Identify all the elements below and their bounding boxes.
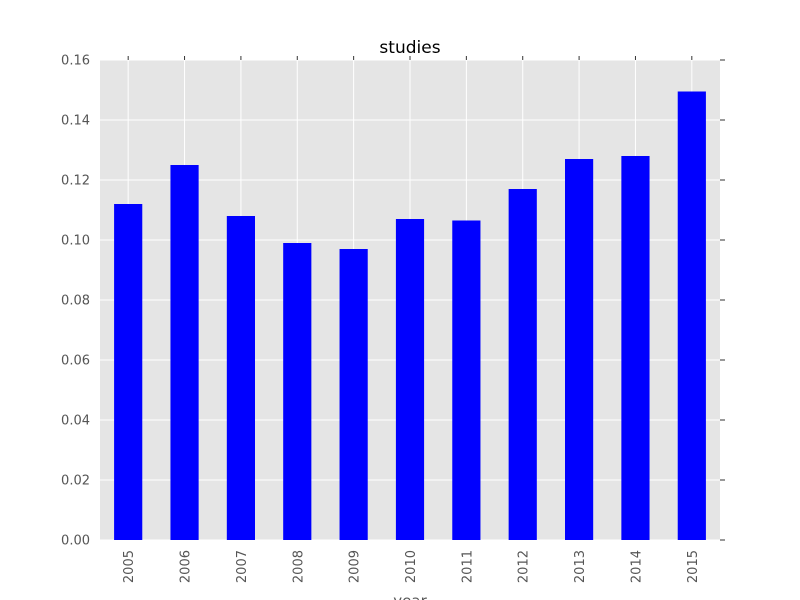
- x-tick-label: 2007: [235, 550, 250, 583]
- x-tick-label: 2012: [517, 550, 532, 583]
- y-tick-label: 0.12: [61, 174, 90, 189]
- x-tick-label: 2008: [291, 550, 306, 583]
- y-tick-label: 0.04: [61, 414, 90, 429]
- chart-title: studies: [379, 38, 440, 58]
- x-tick-label: 2006: [179, 550, 194, 583]
- x-tick-label: 2011: [460, 550, 475, 583]
- bar-2005: [114, 204, 143, 540]
- bar-2009: [339, 249, 368, 540]
- x-tick-label: 2010: [404, 550, 419, 583]
- y-tick-label: 0.10: [61, 234, 90, 249]
- bar-2006: [170, 165, 199, 540]
- x-tick-label: 2005: [122, 550, 137, 583]
- y-tick-label: 0.00: [61, 534, 90, 549]
- bar-2010: [395, 219, 425, 540]
- bars: [114, 91, 706, 540]
- axis-ticks: 2005 2006 2007 2008 2009 2010 2011 2012 2013 2014…: [61, 54, 725, 583]
- x-axis-label: year: [393, 592, 427, 600]
- x-tick-label: 2009: [348, 550, 363, 583]
- y-tick-label: 0.08: [61, 294, 90, 309]
- x-tick-label: 2014: [629, 550, 644, 583]
- y-tick-label: 0.06: [61, 354, 90, 369]
- bar-2012: [508, 189, 537, 540]
- bar-2008: [283, 243, 312, 540]
- y-tick-label: 0.14: [61, 114, 90, 129]
- y-tick-label: 0.02: [61, 474, 90, 489]
- y-tick-label: 0.16: [61, 54, 90, 69]
- bar-2013: [565, 159, 594, 540]
- x-tick-label: 2015: [686, 550, 701, 583]
- bar-2007: [226, 216, 255, 540]
- bar-2014: [621, 156, 650, 540]
- bar-2011: [452, 220, 481, 540]
- x-tick-label: 2013: [573, 550, 588, 583]
- bar-2015: [677, 91, 706, 540]
